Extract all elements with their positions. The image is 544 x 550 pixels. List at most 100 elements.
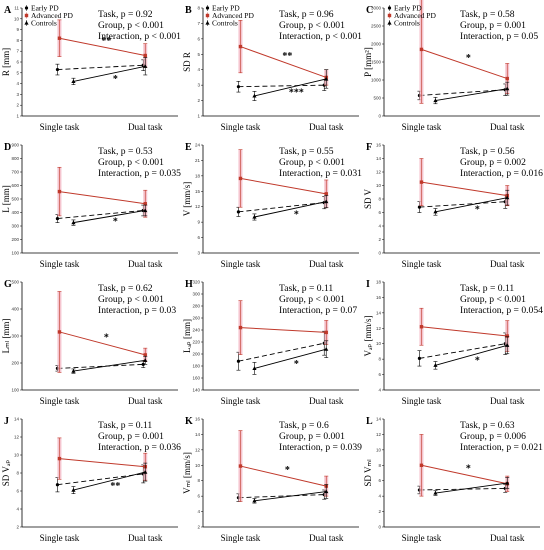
y-tick-label: 12 — [376, 432, 382, 437]
series-line-early-pd — [238, 84, 325, 88]
y-axis-label: Vₐₚ [mm/s] — [363, 315, 373, 356]
y-tick-label: 500 — [11, 197, 19, 202]
y-tick-label: 4 — [378, 494, 381, 499]
x-tick-label: Single task — [40, 533, 80, 543]
y-tick-label: 220 — [192, 340, 200, 345]
y-tick-label: 14 — [195, 432, 201, 437]
data-point-controls — [324, 489, 329, 494]
y-tick-label: 10 — [14, 16, 20, 21]
y-tick-label: 280 — [192, 304, 200, 309]
series-line-early-pd — [238, 342, 325, 362]
data-point-advanced-pd — [419, 47, 424, 52]
data-point-advanced-pd — [57, 36, 62, 40]
chart-panel-l: 0 2 4 6 8 10 12 14 Single task Dual task SD Vₘₗ L Ta… — [363, 416, 543, 543]
significance-marker: * — [294, 359, 299, 370]
panel-letter: A — [4, 5, 12, 16]
y-tick-label: 100 — [11, 388, 19, 393]
series-line-early-pd — [57, 210, 144, 220]
panel-letter: L — [366, 416, 373, 427]
stat-line-1: Task, p = 0.92 — [98, 9, 153, 20]
data-point-early-pd — [55, 67, 60, 72]
series-line-early-pd — [419, 89, 506, 96]
data-point-controls — [143, 208, 148, 213]
stat-line-1: Task, p = 0.56 — [460, 146, 515, 157]
y-axis-label: SD R — [182, 52, 192, 72]
significance-marker: * — [294, 209, 299, 220]
data-point-advanced-pd — [238, 44, 243, 49]
stat-line-3: Interaction, p = 0.039 — [279, 442, 362, 453]
stat-line-2: Group, p = 0.002 — [460, 157, 526, 168]
significance-marker: ** — [282, 51, 292, 62]
series-line-early-pd — [238, 494, 325, 499]
stat-line-2: Group, p = 0.001 — [279, 431, 345, 442]
legend-entry: Controls — [212, 18, 238, 27]
series-line-controls — [435, 197, 508, 213]
series-line-early-pd — [419, 343, 506, 359]
panel-letter: B — [185, 5, 192, 16]
y-tick-label: 12 — [376, 170, 382, 175]
x-tick-label: Single task — [402, 533, 442, 543]
y-tick-label: 18 — [376, 280, 382, 285]
y-tick-label: 1500 — [371, 60, 382, 65]
significance-marker: ** — [101, 36, 111, 47]
y-tick-label: 10 — [376, 447, 382, 452]
y-tick-label: 500 — [11, 280, 19, 285]
stat-line-2: Group, p = 0.001 — [460, 20, 526, 31]
y-tick-label: 8 — [197, 478, 200, 483]
series-line-controls — [254, 348, 327, 369]
significance-marker: * — [104, 332, 109, 343]
stat-line-2: Group, p < 0.001 — [279, 157, 345, 168]
data-point-early-pd — [236, 85, 241, 89]
y-tick-label: 200 — [11, 361, 19, 366]
y-tick-label: 4 — [16, 81, 19, 86]
y-tick-label: 8 — [197, 6, 200, 11]
y-tick-label: 6 — [197, 36, 200, 41]
significance-marker: * — [475, 355, 480, 366]
stat-line-3: Interaction, p = 0.036 — [98, 442, 181, 453]
y-tick-label: 260 — [192, 316, 200, 321]
x-tick-label: Single task — [221, 259, 261, 269]
data-point-advanced-pd — [238, 325, 243, 330]
data-point-controls — [505, 195, 510, 200]
x-tick-label: Single task — [40, 396, 80, 406]
panel-letter: J — [4, 416, 9, 427]
panel-letter: H — [185, 279, 193, 290]
legend-entry: Early PD — [394, 3, 422, 12]
data-point-early-pd — [55, 216, 60, 221]
stat-line-1: Task, p = 0.53 — [98, 146, 153, 157]
y-axis-label: P [mm²] — [363, 47, 373, 77]
series-line-early-pd — [238, 202, 325, 213]
y-tick-label: 200 — [192, 352, 200, 357]
data-point-controls — [505, 343, 510, 347]
x-tick-label: Dual task — [309, 259, 344, 269]
y-tick-label: 0 — [378, 251, 381, 256]
data-point-controls — [505, 480, 510, 485]
data-point-advanced-pd — [324, 330, 328, 335]
stat-line-3: Interaction, p = 0.03 — [98, 305, 176, 316]
data-point-advanced-pd — [143, 53, 147, 58]
stat-line-2: Group, p = 0.006 — [460, 431, 526, 442]
y-tick-label: 5 — [16, 70, 19, 75]
x-tick-label: Dual task — [309, 122, 344, 132]
y-tick-label: 4 — [197, 67, 200, 72]
y-axis-label: L [mm] — [1, 185, 11, 212]
y-tick-label: 0 — [378, 525, 381, 530]
y-tick-label: 1 — [16, 114, 19, 119]
y-tick-label: 14 — [376, 156, 382, 161]
data-point-controls — [324, 199, 329, 204]
legend-entry: Advanced PD — [212, 11, 254, 20]
y-axis-label: V [mm/s] — [182, 182, 192, 217]
y-tick-label: 180 — [192, 364, 200, 369]
significance-marker: *** — [289, 87, 304, 98]
y-tick-label: 11 — [14, 6, 19, 11]
data-point-early-pd — [236, 359, 241, 363]
data-point-advanced-pd — [57, 456, 62, 461]
data-point-advanced-pd — [419, 325, 424, 329]
y-tick-label: 300 — [192, 292, 200, 297]
y-tick-label: 500 — [373, 96, 381, 101]
y-tick-label: 2 — [197, 98, 200, 103]
x-tick-label: Single task — [221, 122, 261, 132]
y-tick-label: 400 — [11, 210, 19, 215]
stat-line-3: Interaction, p = 0.07 — [279, 305, 357, 316]
